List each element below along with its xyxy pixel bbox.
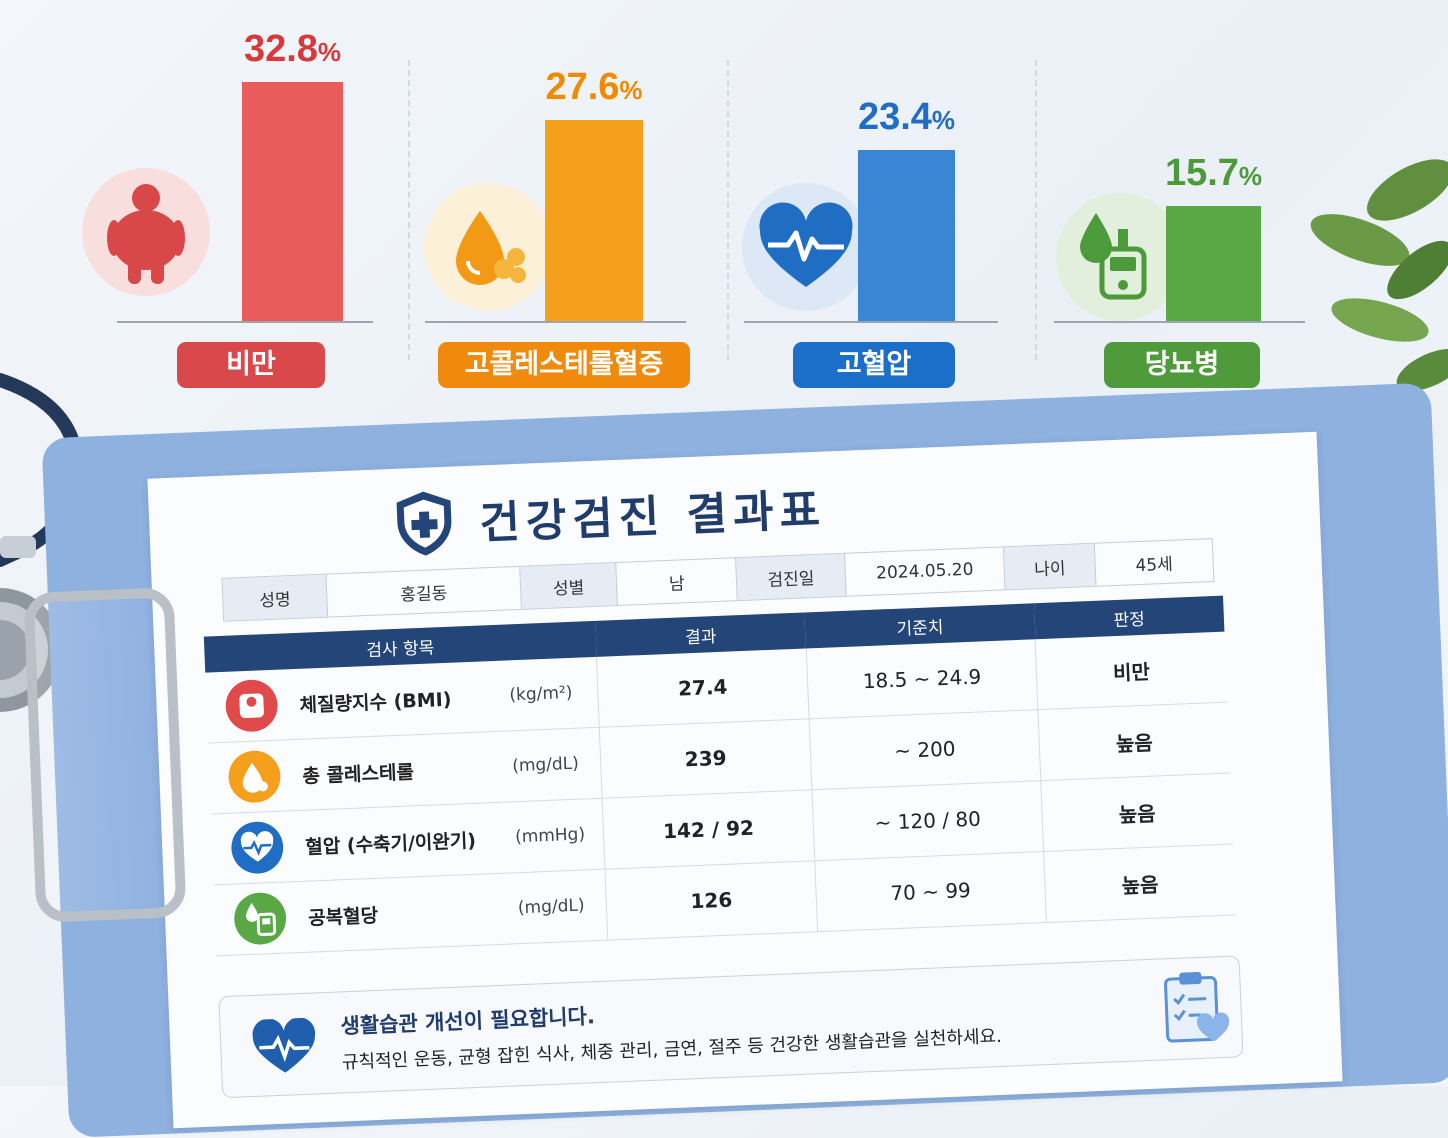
item-name: 공복혈당 [308, 895, 519, 930]
results-table: 검사 항목 결과 기준치 판정 체질량지수 (BMI) (kg/m²) 27.4 [204, 596, 1236, 957]
category-label-diabetes: 당뇨병 [1104, 342, 1260, 388]
lifestyle-advice-box: 생활습관 개선이 필요합니다. 규칙적인 운동, 균형 잡힌 식사, 체중 관리… [218, 955, 1243, 1098]
category-label-hypertension: 고혈압 [793, 342, 955, 388]
value-label-diabetes: 15.7% [1129, 152, 1299, 195]
health-checkup-report: 건강검진 결과표 성명 홍길동 성별 남 검진일 2024.05.20 나이 4… [147, 432, 1342, 1128]
category-label-obesity: 비만 [177, 342, 325, 388]
heart-pulse-icon [230, 821, 284, 875]
item-unit: (mg/dL) [512, 754, 579, 777]
chart-divider [727, 60, 729, 360]
obesity-icon [82, 168, 210, 296]
cholesterol-drop-icon [424, 183, 552, 311]
checklist-clipboard-icon [1159, 969, 1232, 1048]
item-name: 체질량지수 (BMI) [299, 682, 510, 717]
age-label: 나이 [1004, 544, 1096, 590]
bar-diabetes [1166, 206, 1261, 321]
heart-pulse-icon [250, 1017, 318, 1076]
bar-hypercholesterolemia [545, 120, 643, 321]
clipboard-clip [23, 587, 186, 923]
glucose-meter-icon [233, 892, 287, 946]
bar-obesity [242, 82, 343, 321]
glucose-meter-icon [1056, 193, 1184, 321]
baseline [744, 321, 998, 323]
checkup-date: 2024.05.20 [845, 547, 1006, 595]
result-value: 239 [600, 719, 812, 798]
result-value: 27.4 [597, 648, 809, 727]
cholesterol-drop-icon [227, 750, 281, 804]
value-label-hypercholesterolemia: 27.6% [509, 66, 679, 109]
judgment: 높음 [1041, 773, 1233, 852]
chart-divider [408, 60, 410, 360]
reference-range: 18.5 ~ 24.9 [806, 639, 1038, 719]
value-label-hypertension: 23.4% [822, 96, 992, 139]
item-unit: (mg/dL) [518, 896, 585, 919]
shield-icon [388, 486, 461, 559]
item-unit: (kg/m²) [509, 683, 573, 706]
judgment: 비만 [1035, 632, 1227, 710]
item-name: 총 콜레스테롤 [302, 753, 513, 788]
document-title: 건강검진 결과표 [478, 474, 827, 552]
reference-range: ~ 120 / 80 [812, 781, 1044, 861]
reference-range: 70 ~ 99 [815, 852, 1047, 932]
patient-sex: 남 [616, 558, 738, 605]
chart-divider [1035, 60, 1037, 360]
baseline [117, 321, 373, 323]
baseline [1054, 321, 1305, 323]
date-label: 검진일 [736, 554, 846, 600]
heart-pulse-icon [742, 183, 870, 311]
result-value: 142 / 92 [602, 790, 814, 869]
item-unit: (mmHg) [515, 824, 586, 847]
category-label-hypercholesterolemia: 고콜레스테롤혈증 [438, 342, 690, 388]
baseline [425, 321, 686, 323]
sex-label: 성별 [520, 563, 618, 609]
reference-range: ~ 200 [809, 710, 1041, 790]
result-value: 126 [605, 861, 817, 940]
bar-hypertension [858, 150, 955, 321]
patient-name: 홍길동 [327, 567, 522, 617]
patient-age: 45세 [1095, 539, 1214, 586]
prevalence-chart: 32.8% 비만 27.6% 고콜레스테롤혈증 23.4% 고혈압 [0, 0, 1448, 400]
judgment: 높음 [1038, 702, 1230, 781]
name-label: 성명 [223, 575, 329, 621]
value-label-obesity: 32.8% [208, 28, 378, 71]
judgment: 높음 [1044, 844, 1236, 923]
scale-icon [225, 679, 279, 733]
advice-title: 생활습관 개선이 필요합니다. [340, 1000, 595, 1040]
item-name: 혈압 (수축기/이완기) [305, 824, 516, 859]
